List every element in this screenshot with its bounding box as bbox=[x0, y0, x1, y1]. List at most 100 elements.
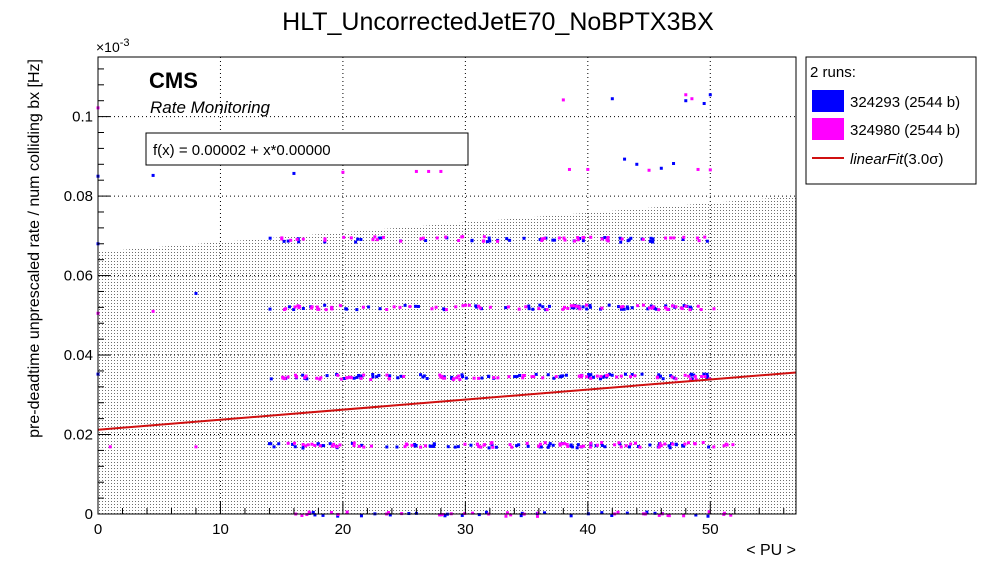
data-point bbox=[695, 236, 699, 240]
data-point bbox=[471, 511, 475, 515]
data-point bbox=[438, 373, 442, 377]
data-point bbox=[618, 236, 622, 240]
data-point bbox=[369, 378, 373, 382]
data-point bbox=[510, 445, 514, 449]
data-point bbox=[563, 442, 567, 446]
data-point bbox=[539, 445, 543, 449]
data-point bbox=[505, 237, 509, 241]
data-point bbox=[484, 510, 488, 514]
data-point bbox=[286, 375, 290, 379]
data-point bbox=[268, 236, 272, 240]
data-point bbox=[560, 442, 564, 446]
data-point bbox=[613, 443, 617, 447]
x-tick-label: 50 bbox=[702, 521, 719, 538]
data-point bbox=[316, 442, 320, 446]
data-point bbox=[108, 445, 112, 449]
data-point bbox=[482, 239, 486, 243]
data-point bbox=[292, 171, 296, 175]
data-point bbox=[277, 442, 281, 446]
data-point bbox=[696, 304, 700, 308]
data-point bbox=[392, 305, 396, 309]
fit-line bbox=[97, 371, 797, 431]
data-point bbox=[646, 307, 650, 311]
data-point bbox=[526, 444, 530, 448]
data-point bbox=[664, 236, 668, 240]
data-point bbox=[604, 374, 608, 378]
x-tick-label: 10 bbox=[212, 521, 229, 538]
data-point bbox=[375, 375, 379, 379]
data-point bbox=[343, 377, 347, 381]
data-point bbox=[443, 308, 447, 312]
data-point bbox=[683, 373, 687, 377]
data-point bbox=[292, 308, 296, 312]
data-point bbox=[564, 373, 568, 377]
data-point bbox=[654, 307, 658, 311]
data-point bbox=[487, 446, 491, 450]
data-point bbox=[467, 303, 471, 307]
data-point bbox=[425, 377, 429, 381]
data-point bbox=[280, 237, 284, 241]
data-point bbox=[600, 441, 604, 445]
data-point bbox=[323, 240, 327, 244]
data-point bbox=[692, 373, 696, 377]
data-point bbox=[455, 376, 459, 380]
legend-swatch-run-324293 bbox=[812, 90, 844, 112]
data-point bbox=[667, 444, 671, 448]
data-point bbox=[681, 237, 685, 241]
data-point bbox=[633, 441, 637, 445]
data-point bbox=[608, 372, 612, 376]
data-point bbox=[587, 375, 591, 379]
data-point bbox=[722, 444, 726, 448]
data-point bbox=[301, 237, 305, 241]
data-point bbox=[403, 303, 407, 307]
data-point bbox=[633, 374, 637, 378]
data-point bbox=[657, 513, 661, 517]
data-point bbox=[281, 375, 285, 379]
data-point bbox=[513, 375, 517, 379]
data-point bbox=[572, 304, 576, 308]
data-point bbox=[626, 307, 630, 311]
data-point bbox=[506, 305, 510, 309]
data-point bbox=[317, 307, 321, 311]
data-point bbox=[570, 306, 574, 310]
data-point bbox=[703, 235, 707, 239]
data-point bbox=[432, 444, 436, 448]
data-point bbox=[630, 373, 634, 377]
data-point bbox=[438, 513, 442, 517]
data-point bbox=[682, 235, 686, 239]
data-point bbox=[269, 442, 273, 446]
data-point bbox=[444, 235, 448, 239]
data-point bbox=[488, 239, 492, 243]
data-point bbox=[371, 238, 375, 242]
data-point bbox=[648, 239, 652, 243]
data-point bbox=[303, 376, 307, 380]
data-point bbox=[620, 237, 624, 241]
data-point bbox=[621, 307, 625, 311]
legend-label-run-324980: 324980 (2544 b) bbox=[850, 122, 960, 139]
data-point bbox=[548, 442, 552, 446]
data-point bbox=[268, 307, 272, 311]
data-point bbox=[488, 305, 492, 309]
data-point bbox=[538, 303, 542, 307]
data-point bbox=[595, 443, 599, 447]
data-point bbox=[543, 441, 547, 445]
data-point bbox=[616, 510, 620, 514]
data-point bbox=[543, 511, 547, 515]
legend-title: 2 runs: bbox=[810, 64, 856, 81]
data-point bbox=[610, 513, 614, 517]
data-point bbox=[561, 307, 565, 311]
data-point bbox=[607, 303, 611, 307]
data-point bbox=[669, 374, 673, 378]
data-point bbox=[576, 238, 580, 242]
data-point bbox=[352, 441, 356, 445]
data-point bbox=[671, 442, 675, 446]
data-point bbox=[482, 235, 486, 239]
data-point bbox=[321, 513, 325, 517]
plot-area: 0 10 20 30 40 50 0 0.02 0.04 0.06 0.08 0.1 bbox=[64, 56, 797, 538]
data-point bbox=[301, 443, 305, 447]
data-point bbox=[293, 441, 297, 445]
data-point bbox=[404, 442, 408, 446]
data-point bbox=[581, 239, 585, 243]
data-point bbox=[527, 304, 531, 308]
data-point bbox=[487, 375, 491, 379]
